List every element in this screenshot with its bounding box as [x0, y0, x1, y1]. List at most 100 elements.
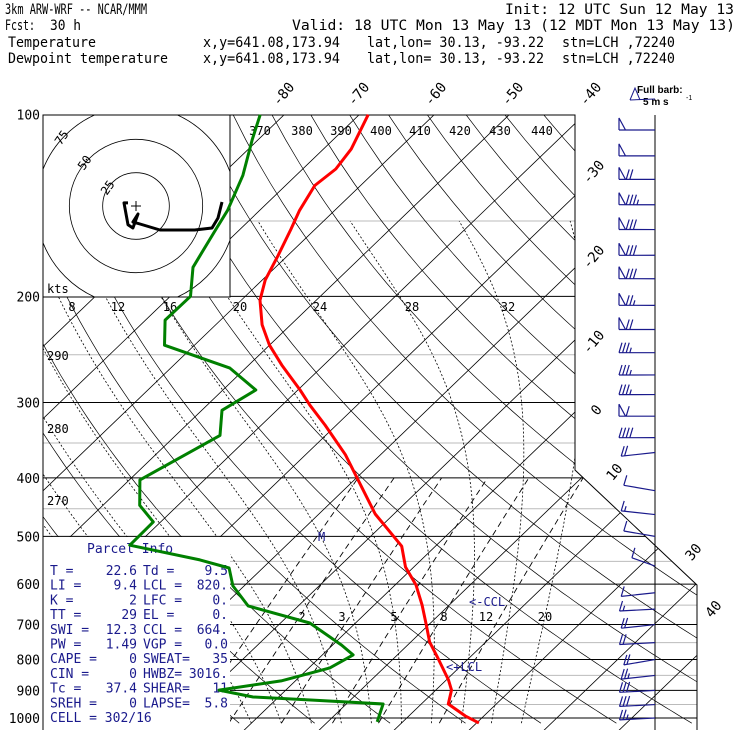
wind-barb [620, 445, 656, 457]
dry-adiabat [543, 115, 697, 724]
theta-label: 400 [370, 124, 392, 138]
moist-adiabat [43, 220, 282, 724]
isotherm-label: -60 [422, 80, 451, 110]
theta-label: 290 [47, 349, 69, 363]
parcel-info-box: Parcel Info T = 22.6 Td = 9.5 LI = 9.4 LCL = 82… [42, 537, 230, 730]
dry-adiabat [116, 115, 692, 724]
wind-barb [618, 634, 656, 646]
moist-adiabat [257, 220, 435, 724]
parcel-info-value: 0 [129, 667, 137, 682]
temperature-label: Temperature [8, 35, 96, 51]
wind-barb [618, 403, 656, 417]
parcel-info-label: SWI = [50, 623, 89, 638]
dry-adiabat [426, 115, 697, 724]
valid-time: Valid: 18 UTC Mon 13 May 13 (12 MDT Mon … [292, 18, 735, 34]
parcel-info-label: VGP = [143, 638, 182, 653]
parcel-info-label: LFC = [143, 593, 182, 608]
theta-label: 420 [449, 124, 471, 138]
parcel-info-value: 5.8 [205, 696, 228, 711]
parcel-info-value: 3016. [189, 667, 228, 682]
pressure-label: 600 [17, 578, 40, 593]
pressure-label: 800 [17, 654, 40, 669]
parcel-info-value: 820. [197, 579, 228, 594]
mixing-ratio-label: 20 [538, 610, 552, 624]
temperature-latlon: lat,lon= 30.13, -93.22 [367, 35, 544, 51]
full-barb-units: 5 m s [643, 97, 669, 108]
hodograph-center-icon [131, 201, 141, 211]
mixing-ratio-line [332, 477, 488, 724]
theta-label: 440 [531, 124, 553, 138]
init-time: Init: 12 UTC Sun 12 May 13 [505, 2, 734, 18]
isotherm [318, 115, 697, 730]
moist-adiabat [458, 220, 525, 724]
theta-label: 430 [489, 124, 511, 138]
temperature-xy: x,y=641.08,173.94 [203, 35, 340, 51]
isotherm [393, 115, 697, 730]
scale-label: 32 [501, 300, 515, 314]
temperature-legend-line: Temperature x,y=641.08,173.94 lat,lon= 3… [8, 35, 675, 51]
scale-label: 8 [68, 300, 75, 314]
theta-label: 390 [330, 124, 352, 138]
wind-barb [618, 192, 656, 206]
full-barb-exponent: -1 [686, 95, 692, 102]
moist-adiabat [120, 220, 372, 724]
wind-barb [618, 217, 656, 231]
parcel-info-value: 37.4 [106, 682, 137, 697]
dry-adiabat [155, 115, 697, 724]
parcel-info-value: 22.6 [106, 564, 137, 579]
scale-label: 20 [233, 300, 247, 314]
dewpoint-label: Dewpoint temperature [8, 51, 168, 67]
moist-adiabat [182, 220, 402, 724]
dewpoint-station: stn=LCH ,72240 [562, 51, 675, 67]
theta-label: 380 [291, 124, 313, 138]
wind-barb [620, 668, 656, 680]
theta-label: 280 [47, 422, 69, 436]
parcel-info-value: 0.0 [205, 638, 228, 653]
hodograph-trace [122, 201, 224, 232]
mixing-ratio-line [378, 477, 530, 724]
mixing-ratio-line [438, 477, 584, 724]
parcel-info-value: 9.5 [205, 564, 228, 579]
wind-barb [618, 342, 656, 354]
isotherm-label: -70 [345, 80, 374, 110]
isotherm-label: 30 [682, 541, 705, 564]
isotherm [43, 115, 510, 730]
parcel-info-value: 2 [129, 593, 137, 608]
moist-adiabat [521, 220, 586, 724]
parcel-info-label: SHEAR= [143, 682, 190, 697]
wind-barb [620, 617, 656, 629]
mixing-ratio-label: 3 [338, 610, 345, 624]
mixing-ratio-label: 8 [440, 610, 447, 624]
pressure-label: 300 [17, 397, 40, 412]
theta-label: 410 [409, 124, 431, 138]
pressure-label: 900 [17, 684, 40, 699]
dry-adiabat [349, 115, 697, 724]
isotherm-label: -80 [270, 80, 299, 110]
dry-adiabat [582, 115, 697, 724]
temperature-profile [258, 114, 480, 725]
parcel-info-label: CIN = [50, 667, 89, 682]
parcel-info-label: PW = [50, 638, 81, 653]
pressure-label: 700 [17, 619, 40, 634]
dewpoint-xy: x,y=641.08,173.94 [203, 51, 340, 67]
fcst-value: 30 h [50, 18, 81, 34]
parcel-info-label: LAPSE= [143, 696, 190, 711]
wind-barb [623, 520, 656, 537]
isotherm-label: 10 [603, 461, 626, 484]
parcel-info-background [43, 537, 230, 730]
wind-barb [618, 167, 655, 180]
wind-barb [618, 709, 656, 721]
wind-barb [618, 695, 656, 707]
dry-adiabat [310, 115, 697, 724]
parcel-info-value: 9.4 [114, 579, 138, 594]
scale-label: 24 [313, 300, 327, 314]
parcel-info-label: K = [50, 593, 74, 608]
wind-barb [618, 266, 656, 280]
isotherm [43, 115, 435, 730]
dry-adiabat [193, 115, 697, 724]
parcel-info-label: EL = [143, 608, 174, 623]
wind-barb [618, 600, 656, 612]
parcel-info-label: TT = [50, 608, 81, 623]
isotherm [468, 115, 697, 730]
